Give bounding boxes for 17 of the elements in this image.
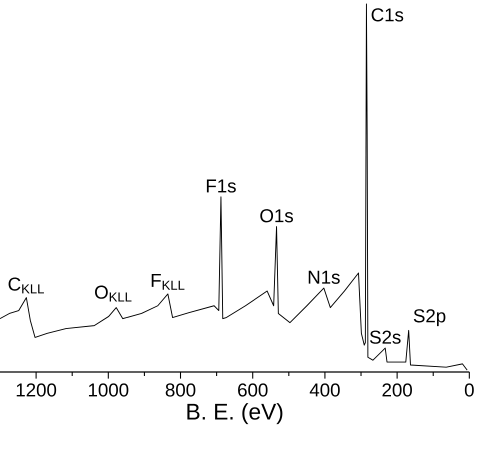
x-tick-label: 1200 bbox=[16, 383, 56, 397]
annotation: O1s bbox=[260, 209, 293, 222]
x-tick-label: 800 bbox=[166, 383, 196, 397]
annotation: N1s bbox=[308, 270, 340, 284]
x-tick-label: 200 bbox=[382, 383, 412, 397]
x-tick-label: 1000 bbox=[88, 383, 128, 397]
x-tick-label: 400 bbox=[310, 383, 340, 397]
annotation: C$_{KLL}$ bbox=[8, 277, 44, 294]
annotation: S2s bbox=[370, 330, 401, 344]
x-axis-title: B. E. (eV) bbox=[187, 403, 282, 424]
annotation: F1s bbox=[206, 180, 236, 193]
annotation: C1s bbox=[372, 8, 404, 22]
annotation: S2p bbox=[414, 309, 446, 326]
x-tick-label: 600 bbox=[238, 383, 268, 397]
annotation: O$_{KLL}$ bbox=[95, 286, 132, 302]
annotation: F$_{KLL}$ bbox=[152, 274, 184, 290]
x-tick-label: 0 bbox=[464, 383, 474, 397]
